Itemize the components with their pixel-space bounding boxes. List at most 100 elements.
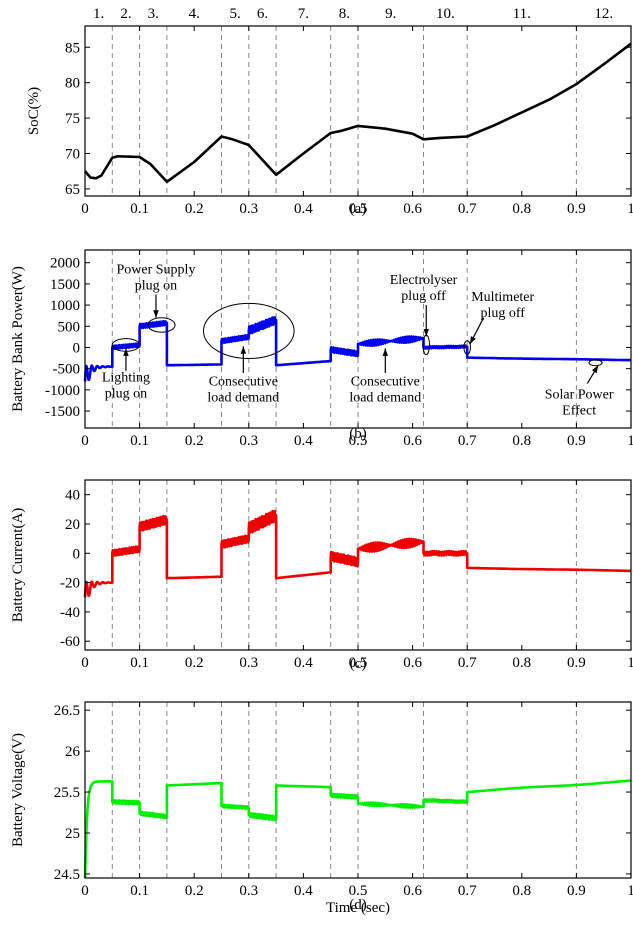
y-axis-label: Battery Current(A): [10, 508, 26, 623]
series-line: [83, 779, 632, 879]
y-tick-label: -1000: [45, 383, 80, 399]
arrow-head: [240, 346, 247, 354]
y-tick-label: -40: [60, 605, 80, 621]
series-line: [83, 316, 632, 382]
x-tick-label: 0.1: [130, 433, 149, 449]
x-tick-label: 0.8: [512, 201, 531, 217]
x-tick-label: 0.9: [567, 201, 586, 217]
x-tick-label: 0.6: [403, 655, 422, 671]
annotation-ellipse: [147, 317, 176, 333]
y-tick-label: 75: [65, 111, 80, 127]
y-tick-label: 26: [65, 744, 81, 760]
x-tick-label: 0.4: [294, 433, 313, 449]
y-tick-label: -20: [60, 576, 80, 592]
annotation-text: plug on: [135, 278, 177, 293]
x-axis-label: Time (sec): [326, 900, 390, 916]
x-tick-label: 0.6: [403, 201, 422, 217]
x-tick-label: 0.9: [567, 883, 586, 899]
interval-label: 1.: [93, 6, 104, 22]
arrow-head: [423, 328, 429, 337]
y-tick-label: 40: [65, 488, 80, 504]
y-tick-label: 80: [65, 76, 80, 92]
x-tick-label: 0: [81, 883, 89, 899]
annotation-text: plug on: [105, 386, 147, 401]
annotation-text: load demand: [349, 391, 421, 406]
y-tick-label: 25.5: [54, 785, 80, 801]
x-tick-label: 0.3: [239, 433, 258, 449]
x-tick-label: 0.8: [512, 433, 531, 449]
chart-panel-a: 0 0.1 0.2 0.3 0.4 0.5 0.6 0.7 0.8 0.9 1 65 70 75 80 85 S…: [26, 6, 633, 217]
y-axis-label: Battery Voltage(V): [10, 733, 26, 847]
x-tick-label: 0.1: [130, 883, 149, 899]
x-tick-label: 0.8: [512, 883, 531, 899]
x-tick-label: 0.5: [349, 201, 368, 217]
x-tick-label: 0.3: [239, 201, 258, 217]
x-tick-label: 0.5: [349, 655, 368, 671]
annotation-text: Consecutive: [351, 375, 420, 390]
x-tick-label: 0.1: [130, 655, 149, 671]
x-tick-label: 0.9: [567, 655, 586, 671]
annotation-text: Power Supply: [117, 262, 196, 277]
chart-panel-d: 0 0.1 0.2 0.3 0.4 0.5 0.6 0.7 0.8 0.9 1 26.5 26 25.5 2…: [10, 701, 633, 916]
panel-caption: (d): [349, 897, 367, 913]
arrow-head: [153, 310, 159, 318]
x-tick-label: 0.8: [512, 655, 531, 671]
series-line: [84, 42, 632, 184]
x-tick-label: 0.3: [239, 655, 258, 671]
x-tick-label: 0.2: [185, 201, 204, 217]
y-axis-label: SoC(%): [26, 87, 42, 135]
arrow-head: [592, 365, 599, 374]
x-tick-label: 0.2: [185, 883, 204, 899]
x-tick-label: 0: [81, 433, 89, 449]
interval-label: 3.: [148, 6, 159, 22]
interval-label: 10.: [436, 6, 455, 22]
y-tick-label: 70: [65, 147, 80, 163]
annotation-text: load demand: [207, 391, 279, 406]
y-tick-label: 20: [65, 517, 80, 533]
x-tick-label: 0.4: [294, 655, 313, 671]
interval-label: 4.: [189, 6, 200, 22]
arrow-head: [123, 348, 129, 356]
interval-label: 5.: [230, 6, 241, 22]
y-tick-label: 65: [65, 182, 80, 198]
annotation-text: Lighting: [102, 370, 150, 385]
y-axis-label: Battery Bank Power(W): [10, 266, 26, 412]
x-tick-label: 0.4: [294, 883, 313, 899]
y-tick-label: -500: [53, 362, 81, 378]
x-tick-label: 0.9: [567, 433, 586, 449]
y-tick-label: 500: [58, 319, 81, 335]
x-tick-label: 1: [627, 883, 633, 899]
x-tick-label: 0.7: [458, 655, 477, 671]
x-tick-label: 1: [627, 655, 633, 671]
x-tick-label: 0.7: [458, 433, 477, 449]
annotation-ellipse: [202, 302, 295, 359]
panel-caption: (b): [349, 426, 367, 442]
x-tick-label: 0.2: [185, 655, 204, 671]
panel-caption: (c): [350, 656, 367, 672]
annotation-text: plug off: [401, 289, 446, 304]
x-tick-label: 0.7: [458, 201, 477, 217]
panel-caption: (a): [350, 201, 367, 217]
chart-panel-b: 0 0.1 0.2 0.3 0.4 0.5 0.6 0.7 0.8 0.9 1 2000 1500 100…: [10, 249, 633, 449]
y-tick-label: -60: [60, 634, 80, 650]
arrow-head: [382, 348, 389, 356]
y-tick-label: -1500: [45, 404, 80, 420]
x-tick-label: 0.3: [239, 883, 258, 899]
interval-label: 11.: [513, 6, 531, 22]
annotation-text: Effect: [562, 403, 596, 418]
chart-panel-c: 0 0.1 0.2 0.3 0.4 0.5 0.6 0.7 0.8 0.9 1 40 20 0 -20 -40…: [10, 479, 633, 672]
x-tick-label: 1: [627, 201, 633, 217]
annotation-text: Consecutive: [209, 375, 278, 390]
x-tick-label: 1: [627, 433, 633, 449]
x-tick-label: 0.1: [130, 201, 149, 217]
y-tick-label: 26.5: [54, 703, 80, 719]
x-tick-label: 0.4: [294, 201, 313, 217]
y-tick-label: 2000: [50, 256, 80, 272]
annotation-text: plug off: [480, 306, 525, 321]
interval-label: 6.: [257, 6, 268, 22]
x-tick-label: 0: [81, 201, 89, 217]
y-tick-label: 1500: [50, 277, 80, 293]
y-tick-label: 0: [73, 340, 81, 356]
interval-label: 8.: [339, 6, 350, 22]
